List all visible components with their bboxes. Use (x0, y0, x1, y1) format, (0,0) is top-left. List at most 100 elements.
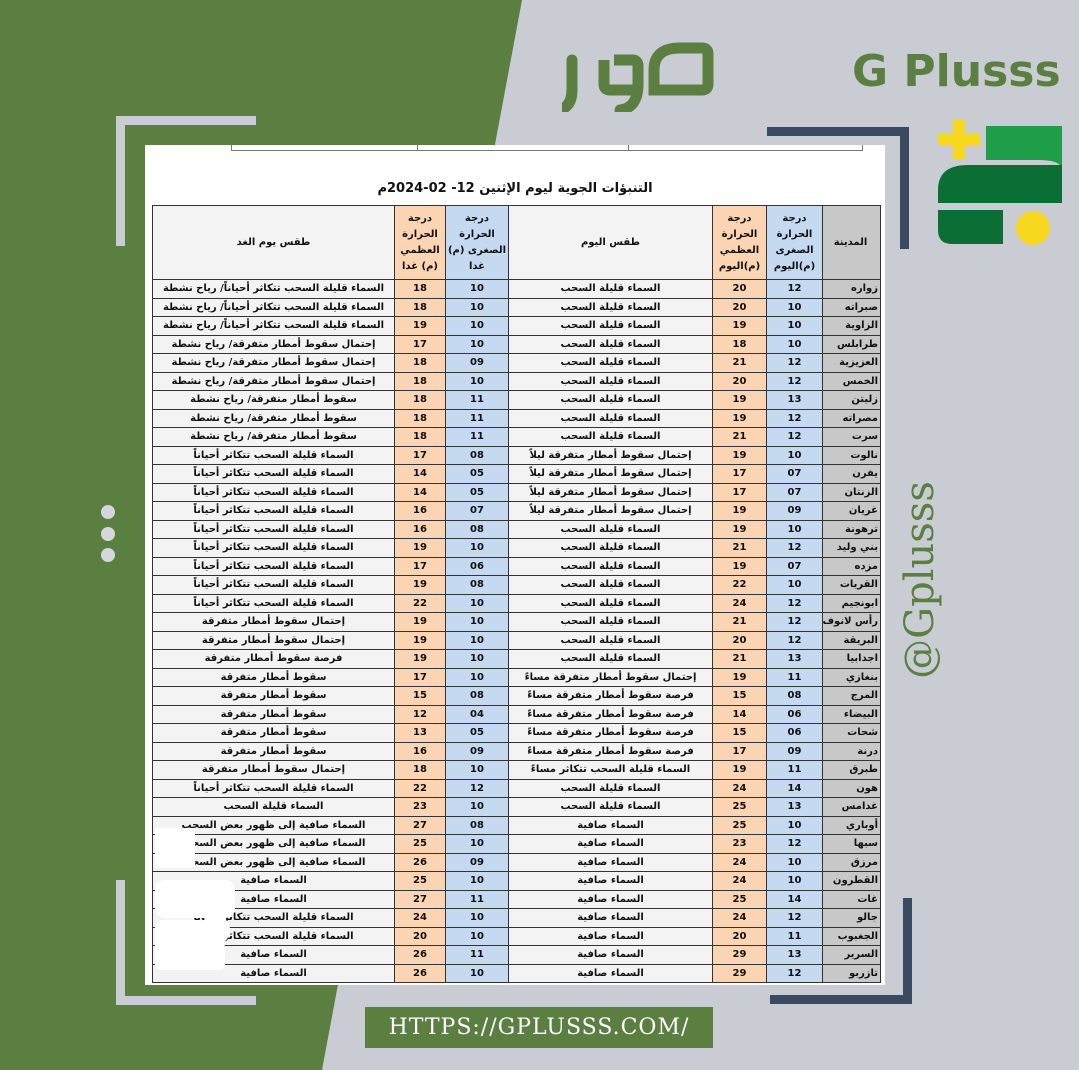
cell-min-today: 06 (766, 704, 823, 724)
cell-min-today: 10 (766, 445, 823, 465)
cell-max-today: 19 (712, 316, 767, 336)
cell-min-today: 11 (766, 926, 823, 946)
cell-max-today: 24 (712, 778, 767, 798)
table-row: الزنتان 07 17 إحتمال سقوط أمطار متفرقة ليلا… (152, 482, 881, 502)
cell-max-today: 20 (712, 371, 767, 391)
cell-weather-today: السماء صافية (508, 852, 713, 872)
cell-min-tomorrow: 10 (445, 630, 509, 650)
cell-city: طبرق (822, 760, 881, 780)
cell-max-today: 24 (712, 593, 767, 613)
cell-weather-today: السماء قليلة السحب (508, 649, 713, 669)
forecast-sheet: التنبؤات الجوية ليوم الإثنين 12- 02-2024… (145, 145, 885, 985)
cell-min-tomorrow: 10 (445, 963, 509, 983)
cell-weather-today: فرصة سقوط أمطار متفرقة مساءً (508, 741, 713, 761)
cell-max-tomorrow: 27 (394, 889, 446, 909)
cell-weather-today: السماء قليلة السحب (508, 297, 713, 317)
cell-max-today: 14 (712, 704, 767, 724)
cell-max-tomorrow: 22 (394, 778, 446, 798)
cell-min-today: 13 (766, 945, 823, 965)
cell-city: بنغازي (822, 667, 881, 687)
cell-weather-today: السماء قليلة السحب (508, 279, 713, 299)
cell-city: البريقة (822, 630, 881, 650)
cell-weather-tomorrow: السماء قليلة السحب تتكاثر أحياناً (152, 538, 395, 558)
table-row: اجدابيا 13 21 السماء قليلة السحب 10 19 فرصة سق… (152, 649, 881, 669)
cell-min-tomorrow: 10 (445, 334, 509, 354)
cell-weather-today: السماء صافية (508, 871, 713, 891)
table-row: شحات 06 15 فرصة سقوط أمطار متفرقة مساءً 05 13… (152, 723, 881, 743)
cell-min-tomorrow: 08 (445, 519, 509, 539)
cell-weather-today: السماء صافية (508, 834, 713, 854)
cell-min-tomorrow: 10 (445, 871, 509, 891)
cell-min-today: 14 (766, 889, 823, 909)
divider (231, 150, 863, 151)
cell-max-tomorrow: 24 (394, 908, 446, 928)
cell-min-tomorrow: 08 (445, 445, 509, 465)
cell-min-tomorrow: 10 (445, 316, 509, 336)
frame-corner-bottom-left (116, 880, 256, 1005)
cell-max-tomorrow: 19 (394, 612, 446, 632)
cell-max-tomorrow: 19 (394, 649, 446, 669)
cell-min-tomorrow: 10 (445, 760, 509, 780)
header-weather-today: طقس اليوم (508, 205, 713, 280)
cell-max-today: 19 (712, 519, 767, 539)
table-row: بنغازي 11 19 إحتمال سقوط أمطار متفرقة مساءً… (152, 667, 881, 687)
cell-weather-tomorrow: السماء قليلة السحب تتكاثر أحياناً (152, 464, 395, 484)
cell-weather-tomorrow: السماء قليلة السحب (152, 797, 395, 817)
cell-max-today: 17 (712, 482, 767, 502)
cell-weather-tomorrow: فرصة سقوط أمطار متفرقة (152, 649, 395, 669)
cell-max-tomorrow: 19 (394, 538, 446, 558)
cell-weather-today: السماء قليلة السحب (508, 390, 713, 410)
table-row: تازربو 12 29 السماء صافية 10 26 السماء صافية (152, 963, 881, 983)
table-row: مصراته 12 19 السماء قليلة السحب 11 18 سقوط أمط… (152, 408, 881, 428)
cell-max-today: 17 (712, 464, 767, 484)
table-row: ترهونة 10 19 السماء قليلة السحب 08 16 السماء ق… (152, 519, 881, 539)
cell-min-tomorrow: 10 (445, 908, 509, 928)
cell-min-today: 07 (766, 482, 823, 502)
cell-max-tomorrow: 18 (394, 371, 446, 391)
gplusss-logo-icon (938, 120, 1062, 245)
cell-weather-tomorrow: سقوط أمطار متفرقة/ رياح نشطة (152, 427, 395, 447)
cell-max-today: 19 (712, 408, 767, 428)
cell-min-today: 12 (766, 279, 823, 299)
frame-corner-top-right (767, 127, 909, 249)
cell-max-tomorrow: 17 (394, 556, 446, 576)
cell-weather-today: السماء صافية (508, 908, 713, 928)
cell-min-tomorrow: 09 (445, 852, 509, 872)
cell-city: اجدابيا (822, 649, 881, 669)
cell-weather-today: السماء قليلة السحب (508, 334, 713, 354)
cell-max-tomorrow: 22 (394, 593, 446, 613)
table-row: يفرن 07 17 إحتمال سقوط أمطار متفرقة ليلاً 05… (152, 464, 881, 484)
cell-weather-today: إحتمال سقوط أمطار متفرقة ليلاً (508, 501, 713, 521)
cell-weather-today: السماء قليلة السحب (508, 371, 713, 391)
cell-min-today: 08 (766, 686, 823, 706)
cell-max-today: 19 (712, 390, 767, 410)
cell-weather-today: السماء قليلة السحب (508, 556, 713, 576)
table-row: أوباري 10 25 السماء صافية 08 27 السماء صافية إ… (152, 815, 881, 835)
cell-weather-tomorrow: إحتمال سقوط أمطار متفرقة (152, 760, 395, 780)
header-min-tomorrow: درجة الحرارة الصغرى (م) غدا (445, 205, 509, 280)
cell-weather-today: السماء قليلة السحب (508, 575, 713, 595)
table-row: نالوت 10 19 إحتمال سقوط أمطار متفرقة ليلاً 0… (152, 445, 881, 465)
cell-min-today: 09 (766, 501, 823, 521)
cell-weather-tomorrow: السماء قليلة السحب تتكاثر أحياناً (152, 556, 395, 576)
cell-min-today: 12 (766, 538, 823, 558)
table-row: زواره 12 20 السماء قليلة السحب 10 18 السماء قل… (152, 279, 881, 299)
cell-min-today: 12 (766, 353, 823, 373)
table-row: سبها 12 23 السماء صافية 10 25 السماء صافية إلى… (152, 834, 881, 854)
cell-min-today: 13 (766, 797, 823, 817)
cell-max-today: 21 (712, 538, 767, 558)
cell-max-tomorrow: 18 (394, 353, 446, 373)
cell-min-today: 11 (766, 760, 823, 780)
website-link[interactable]: HTTPS://GPLUSSS.COM/ (365, 1007, 713, 1048)
cell-weather-tomorrow: إحتمال سقوط أمطار متفرقة/ رياح نشطة (152, 371, 395, 391)
cell-city: سرت (822, 427, 881, 447)
cell-weather-tomorrow: السماء قليلة السحب تتكاثر أحياناً (152, 501, 395, 521)
cell-min-today: 10 (766, 852, 823, 872)
cell-min-today: 10 (766, 871, 823, 891)
cell-city: القطرون (822, 871, 881, 891)
table-row: المرج 08 15 فرصة سقوط أمطار متفرقة مساءً 08 1… (152, 686, 881, 706)
cell-weather-today: السماء قليلة السحب (508, 316, 713, 336)
cell-min-today: 12 (766, 612, 823, 632)
cell-min-tomorrow: 10 (445, 649, 509, 669)
cell-min-tomorrow: 05 (445, 464, 509, 484)
